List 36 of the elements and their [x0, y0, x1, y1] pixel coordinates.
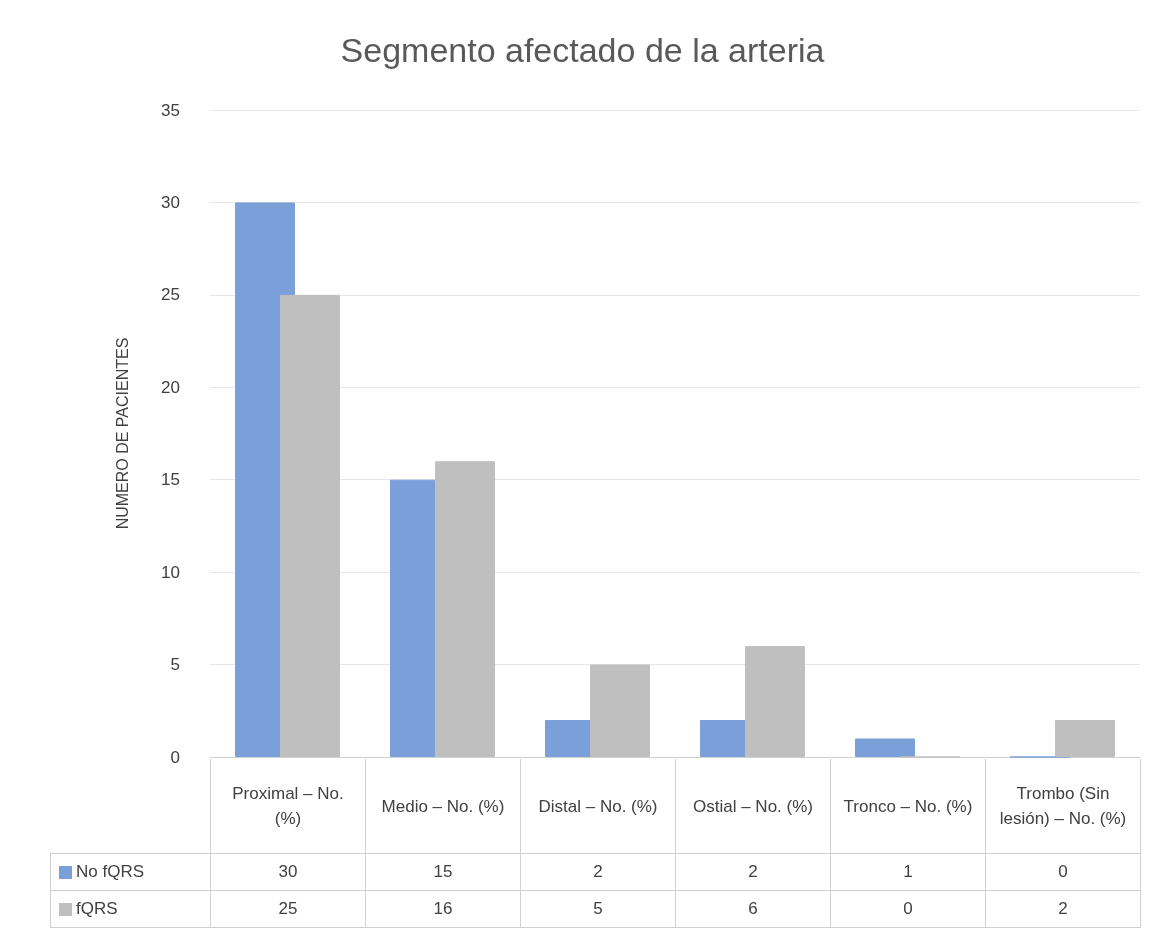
data-label: 16 [365, 890, 521, 928]
bar [280, 294, 340, 757]
bar [435, 461, 495, 757]
data-label: 5 [520, 890, 676, 928]
data-label: 30 [210, 853, 366, 891]
data-label: 1 [830, 853, 986, 891]
y-tick-label: 15 [161, 470, 180, 490]
bar [1055, 720, 1115, 757]
data-label: 2 [985, 890, 1141, 928]
y-tick-label: 30 [161, 192, 180, 212]
y-tick-label: 20 [161, 377, 180, 397]
y-tick-label: 10 [161, 562, 180, 582]
x-tick-label: Medio – No. (%) [365, 759, 521, 854]
data-label: 0 [830, 890, 986, 928]
x-tick-label: Ostial – No. (%) [675, 759, 831, 854]
y-tick-label: 25 [161, 285, 180, 305]
bar [590, 664, 650, 757]
y-axis-title: NUMERO DE PACIENTES [113, 337, 131, 530]
y-tick-label: 0 [170, 747, 180, 767]
chart-title: Segmento afectado de la arteria [340, 31, 825, 69]
data-label: 0 [985, 853, 1141, 891]
bar [855, 738, 915, 757]
y-tick-label: 5 [170, 655, 180, 675]
data-label: 6 [675, 890, 831, 928]
x-tick-label: Tronco – No. (%) [830, 759, 986, 854]
bar [745, 646, 805, 757]
data-label: 2 [675, 853, 831, 891]
data-label: 2 [520, 853, 676, 891]
legend-label: No fQRS [50, 853, 211, 891]
x-tick-label: Proximal – No. (%) [210, 759, 366, 854]
x-tick-label: Distal – No. (%) [520, 759, 676, 854]
data-label: 15 [365, 853, 521, 891]
y-tick-label: 35 [161, 100, 180, 120]
data-label: 25 [210, 890, 366, 928]
x-tick-label: Trombo (Sin lesión) – No. (%) [985, 759, 1141, 854]
legend-label: fQRS [50, 890, 211, 928]
